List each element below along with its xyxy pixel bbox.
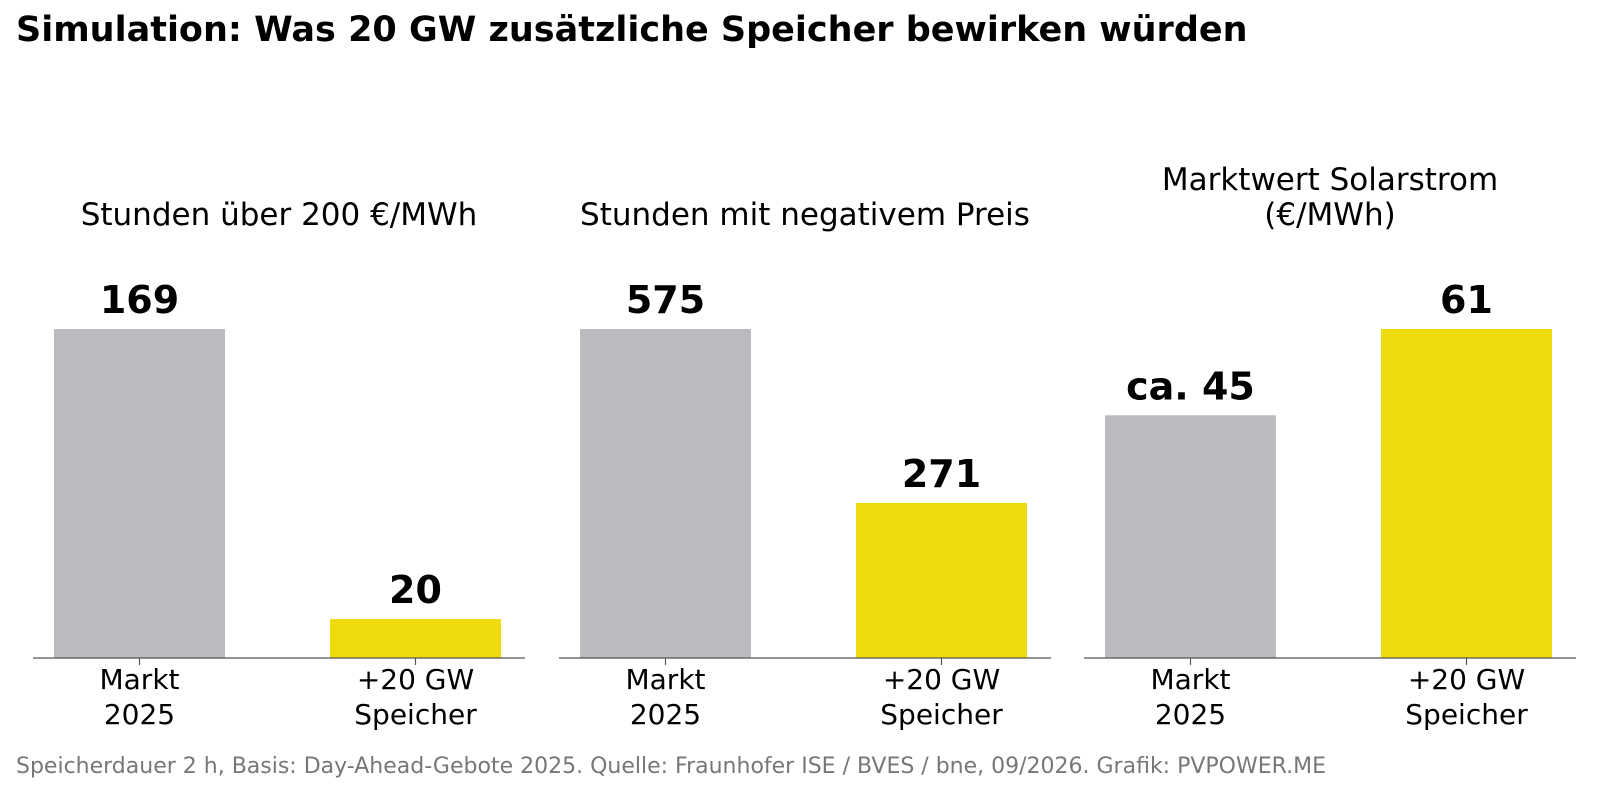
x-tick-label-line: Markt	[99, 663, 179, 696]
bar	[330, 619, 501, 658]
x-tick-label-line: Speicher	[354, 698, 477, 731]
page-title: Simulation: Was 20 GW zusätzliche Speich…	[16, 10, 1248, 50]
x-tick-label: +20 GW Speicher	[1405, 663, 1528, 731]
panel-title: Stunden über 200 €/MWh	[81, 197, 478, 233]
panel-title: Marktwert Solarstrom (€/MWh)	[1162, 162, 1498, 233]
panel-title-line: (€/MWh)	[1264, 197, 1395, 233]
x-tick-label: +20 GW Speicher	[354, 663, 477, 731]
x-tick-label-line: +20 GW	[1408, 663, 1525, 696]
x-tick-label-line: +20 GW	[357, 663, 474, 696]
bar	[54, 329, 225, 658]
panel-title-line: Marktwert Solarstrom	[1162, 162, 1498, 198]
panel-title-line: Stunden über 200 €/MWh	[81, 197, 478, 233]
bar	[580, 329, 751, 658]
bar-value-label: 61	[1440, 278, 1493, 322]
bar	[1381, 329, 1552, 658]
source-footnote: Speicherdauer 2 h, Basis: Day-Ahead-Gebo…	[16, 754, 1327, 779]
bar-value-label: 271	[902, 452, 981, 496]
x-tick-label: Markt 2025	[1150, 663, 1230, 731]
bar-value-label: 575	[626, 278, 705, 322]
x-tick-label: +20 GW Speicher	[880, 663, 1003, 731]
x-tick-label: Markt 2025	[625, 663, 705, 731]
x-tick-label-line: Markt	[1150, 663, 1230, 696]
bar	[856, 502, 1027, 658]
x-tick-label-line: 2025	[1155, 698, 1226, 731]
x-tick-label-line: 2025	[104, 698, 175, 731]
x-tick-label-line: 2025	[630, 698, 701, 731]
x-tick-label: Markt 2025	[99, 663, 179, 731]
bar	[1105, 415, 1276, 658]
bar-value-label: ca. 45	[1126, 364, 1255, 408]
x-tick-label-line: Markt	[625, 663, 705, 696]
bar-value-label: 20	[389, 568, 442, 612]
x-tick-label-line: Speicher	[1405, 698, 1528, 731]
panel-title-line: Stunden mit negativem Preis	[580, 197, 1030, 233]
panel-title: Stunden mit negativem Preis	[580, 197, 1030, 233]
bar-value-label: 169	[100, 278, 179, 322]
x-tick-label-line: +20 GW	[883, 663, 1000, 696]
x-tick-label-line: Speicher	[880, 698, 1003, 731]
